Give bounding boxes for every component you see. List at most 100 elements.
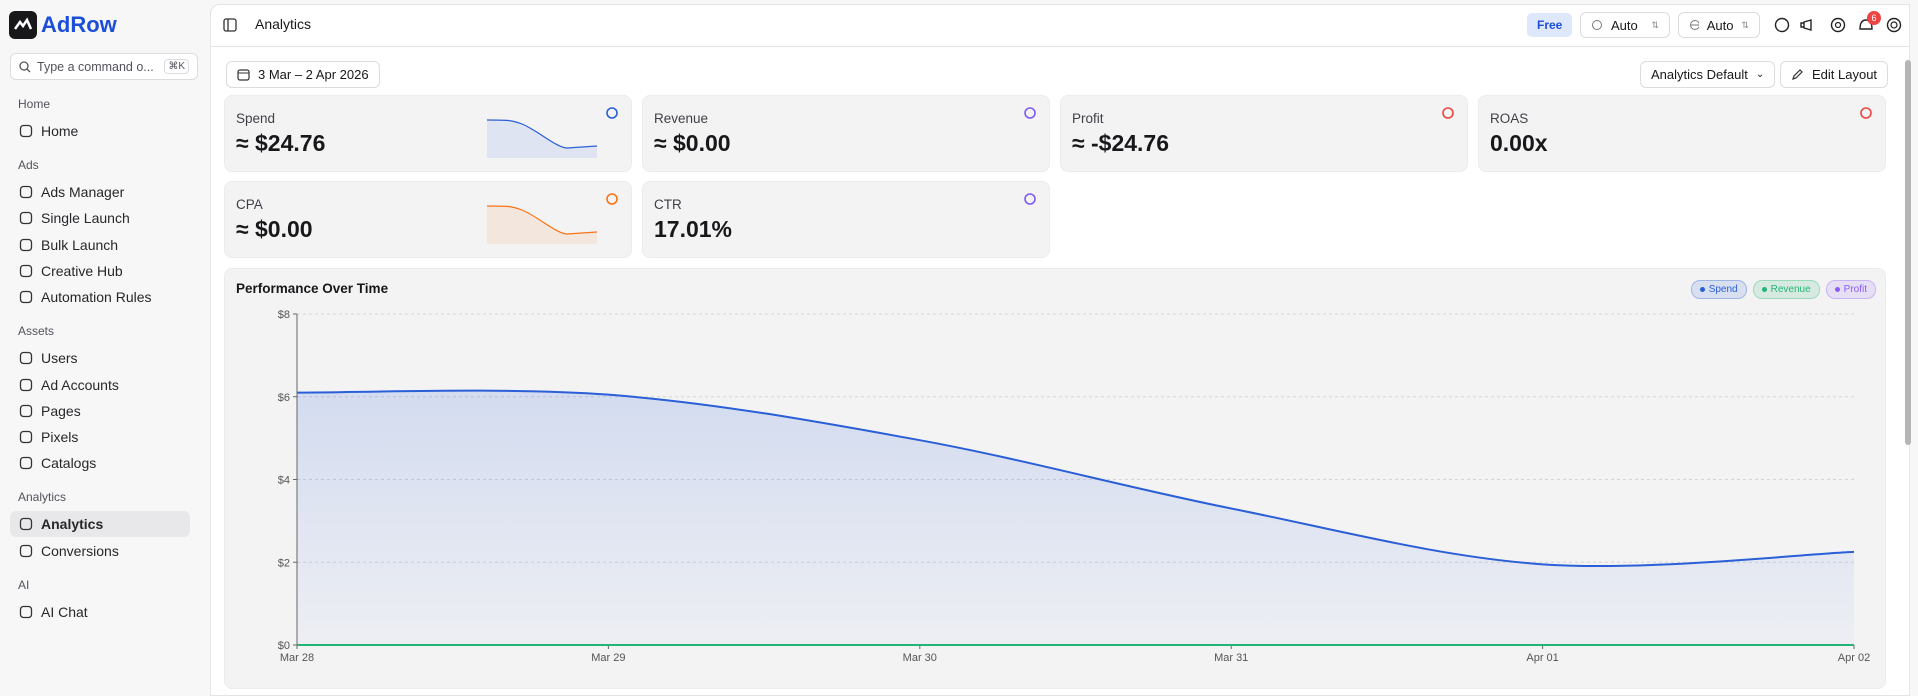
select[interactable]: Auto ⇅	[1678, 12, 1760, 38]
legend-swatch	[1761, 287, 1767, 292]
header-icons[interactable]	[1774, 17, 1904, 35]
nav-icon-shape	[19, 124, 33, 138]
nav-icon-shape	[19, 518, 33, 531]
nav-item[interactable]: Single Launch	[10, 205, 190, 231]
nav-icon-shape	[19, 264, 33, 278]
legend-item: Profit	[1825, 280, 1876, 299]
kpi-card: Spend ≈ $24.76	[224, 95, 632, 172]
page-title: Analytics	[255, 16, 312, 32]
kpi-icon	[1024, 107, 1036, 119]
kpi-value: ≈ $0.00	[236, 216, 313, 242]
nav-icon-shape	[19, 430, 33, 444]
nav-icon-shape	[19, 291, 33, 304]
kpi-label: Profit	[1072, 111, 1104, 126]
nav-icon	[19, 457, 33, 470]
nav-icon-shape	[19, 457, 33, 470]
kpi-icon-shape	[606, 193, 618, 205]
legend-swatch	[1834, 287, 1840, 292]
nav-item[interactable]: Ad Accounts	[10, 372, 190, 398]
nav-icon-shape	[19, 544, 33, 557]
view-name: Analytics Default	[1651, 67, 1748, 82]
nav-item[interactable]: Home	[10, 118, 190, 144]
sidebar-toggle[interactable]	[223, 18, 237, 32]
nav-item[interactable]: Catalogs	[10, 450, 190, 476]
kpi-card: CPA ≈ $0.00	[224, 181, 632, 258]
nav-icon-shape	[19, 352, 33, 365]
date-range-button[interactable]: 3 Mar – 2 Apr 2026	[226, 61, 380, 88]
edit-layout-button[interactable]: Edit Layout	[1780, 61, 1889, 88]
kpi-icon	[1024, 193, 1036, 205]
nav-icon	[19, 264, 33, 278]
nav-icon	[19, 238, 33, 251]
kpi-card: ROAS 0.00x	[1478, 95, 1886, 172]
nav-icon	[19, 430, 33, 444]
kpi-icon-shape	[1860, 107, 1872, 119]
kpi-value: ≈ $0.00	[654, 130, 731, 156]
x-tick-label: Apr 02	[1838, 652, 1870, 664]
nav-label: Pages	[41, 402, 81, 419]
legend-label: Spend	[1708, 284, 1738, 295]
search-box[interactable]: Type a command o... ⌘K	[10, 53, 198, 80]
nav-item[interactable]: AI Chat	[10, 599, 190, 625]
kpi-icon	[1442, 107, 1454, 119]
scrollbar	[1905, 60, 1911, 445]
y-tick-label: $8	[278, 309, 290, 321]
kpi-label: Spend	[236, 111, 276, 126]
nav-item[interactable]: Users	[10, 345, 190, 371]
kpi-icon-shape	[1442, 107, 1454, 119]
nav-item[interactable]: Bulk Launch	[10, 232, 190, 258]
kpi-value: ≈ $24.76	[236, 130, 326, 156]
nav-icon-shape	[19, 605, 33, 618]
x-tick-label: Mar 31	[1214, 652, 1248, 664]
brand: AdRow	[41, 12, 117, 37]
view-select[interactable]: Analytics Default ⌄	[1640, 61, 1776, 88]
nav-section: Assets	[18, 324, 55, 339]
nav-section: Home	[18, 97, 51, 111]
select[interactable]: Auto ⇅	[1580, 12, 1670, 38]
kpi-label: Revenue	[654, 111, 709, 126]
nav-label: Ad Accounts	[41, 376, 119, 393]
nav-icon	[19, 378, 33, 391]
nav-item[interactable]: Conversions	[10, 538, 190, 564]
kpi-card: CTR 17.01%	[642, 181, 1050, 258]
line	[296, 389, 1855, 568]
nav-item[interactable]: Analytics	[10, 511, 190, 538]
search-placeholder: Type a command o...	[37, 59, 154, 74]
nav-item[interactable]: Pages	[10, 398, 190, 424]
nav-item[interactable]: Pixels	[10, 424, 190, 450]
kpi-value: 17.01%	[654, 216, 733, 242]
nav-label: Conversions	[41, 542, 119, 559]
kpi-label: CTR	[654, 197, 682, 212]
kpi-label: ROAS	[1490, 111, 1529, 126]
kpi-label: CPA	[236, 197, 263, 212]
kpi-card: Profit ≈ -$24.76	[1060, 95, 1468, 172]
nav-section: Analytics	[18, 490, 67, 505]
nav-label: Bulk Launch	[41, 236, 119, 253]
x-tick-label: Apr 01	[1526, 652, 1558, 664]
area	[297, 390, 1854, 645]
chart: $0 $2 $4 $6 $8 Mar 28 Mar 29 Mar 30 Mar 31 Apr 01…	[278, 309, 1870, 664]
legend-swatch	[1699, 287, 1705, 292]
y-tick-label: $4	[278, 475, 290, 487]
nav-item[interactable]: Creative Hub	[10, 258, 190, 284]
y-tick-label: $0	[278, 640, 290, 652]
chart-title: Performance Over Time	[236, 281, 389, 296]
kpi-card: Revenue ≈ $0.00	[642, 95, 1050, 172]
nav-icon	[19, 404, 33, 417]
nav-section: Ads	[18, 158, 39, 172]
search-shortcut: ⌘K	[164, 59, 189, 74]
nav-label: Users	[41, 350, 78, 367]
kpi-icon-shape	[1024, 107, 1036, 119]
kpi-value: 0.00x	[1490, 130, 1548, 156]
sparkline	[487, 205, 597, 244]
nav-icon-shape	[19, 378, 33, 391]
legend-label: Profit	[1843, 284, 1867, 295]
select-value: Auto	[1611, 17, 1638, 33]
nav-item[interactable]: Ads Manager	[10, 179, 190, 205]
nav-icon-shape	[19, 404, 33, 417]
x-tick-label: Mar 29	[591, 652, 625, 664]
sparkline-area	[487, 120, 597, 158]
nav-item[interactable]: Automation Rules	[10, 284, 190, 310]
nav-label: Catalogs	[41, 455, 97, 472]
